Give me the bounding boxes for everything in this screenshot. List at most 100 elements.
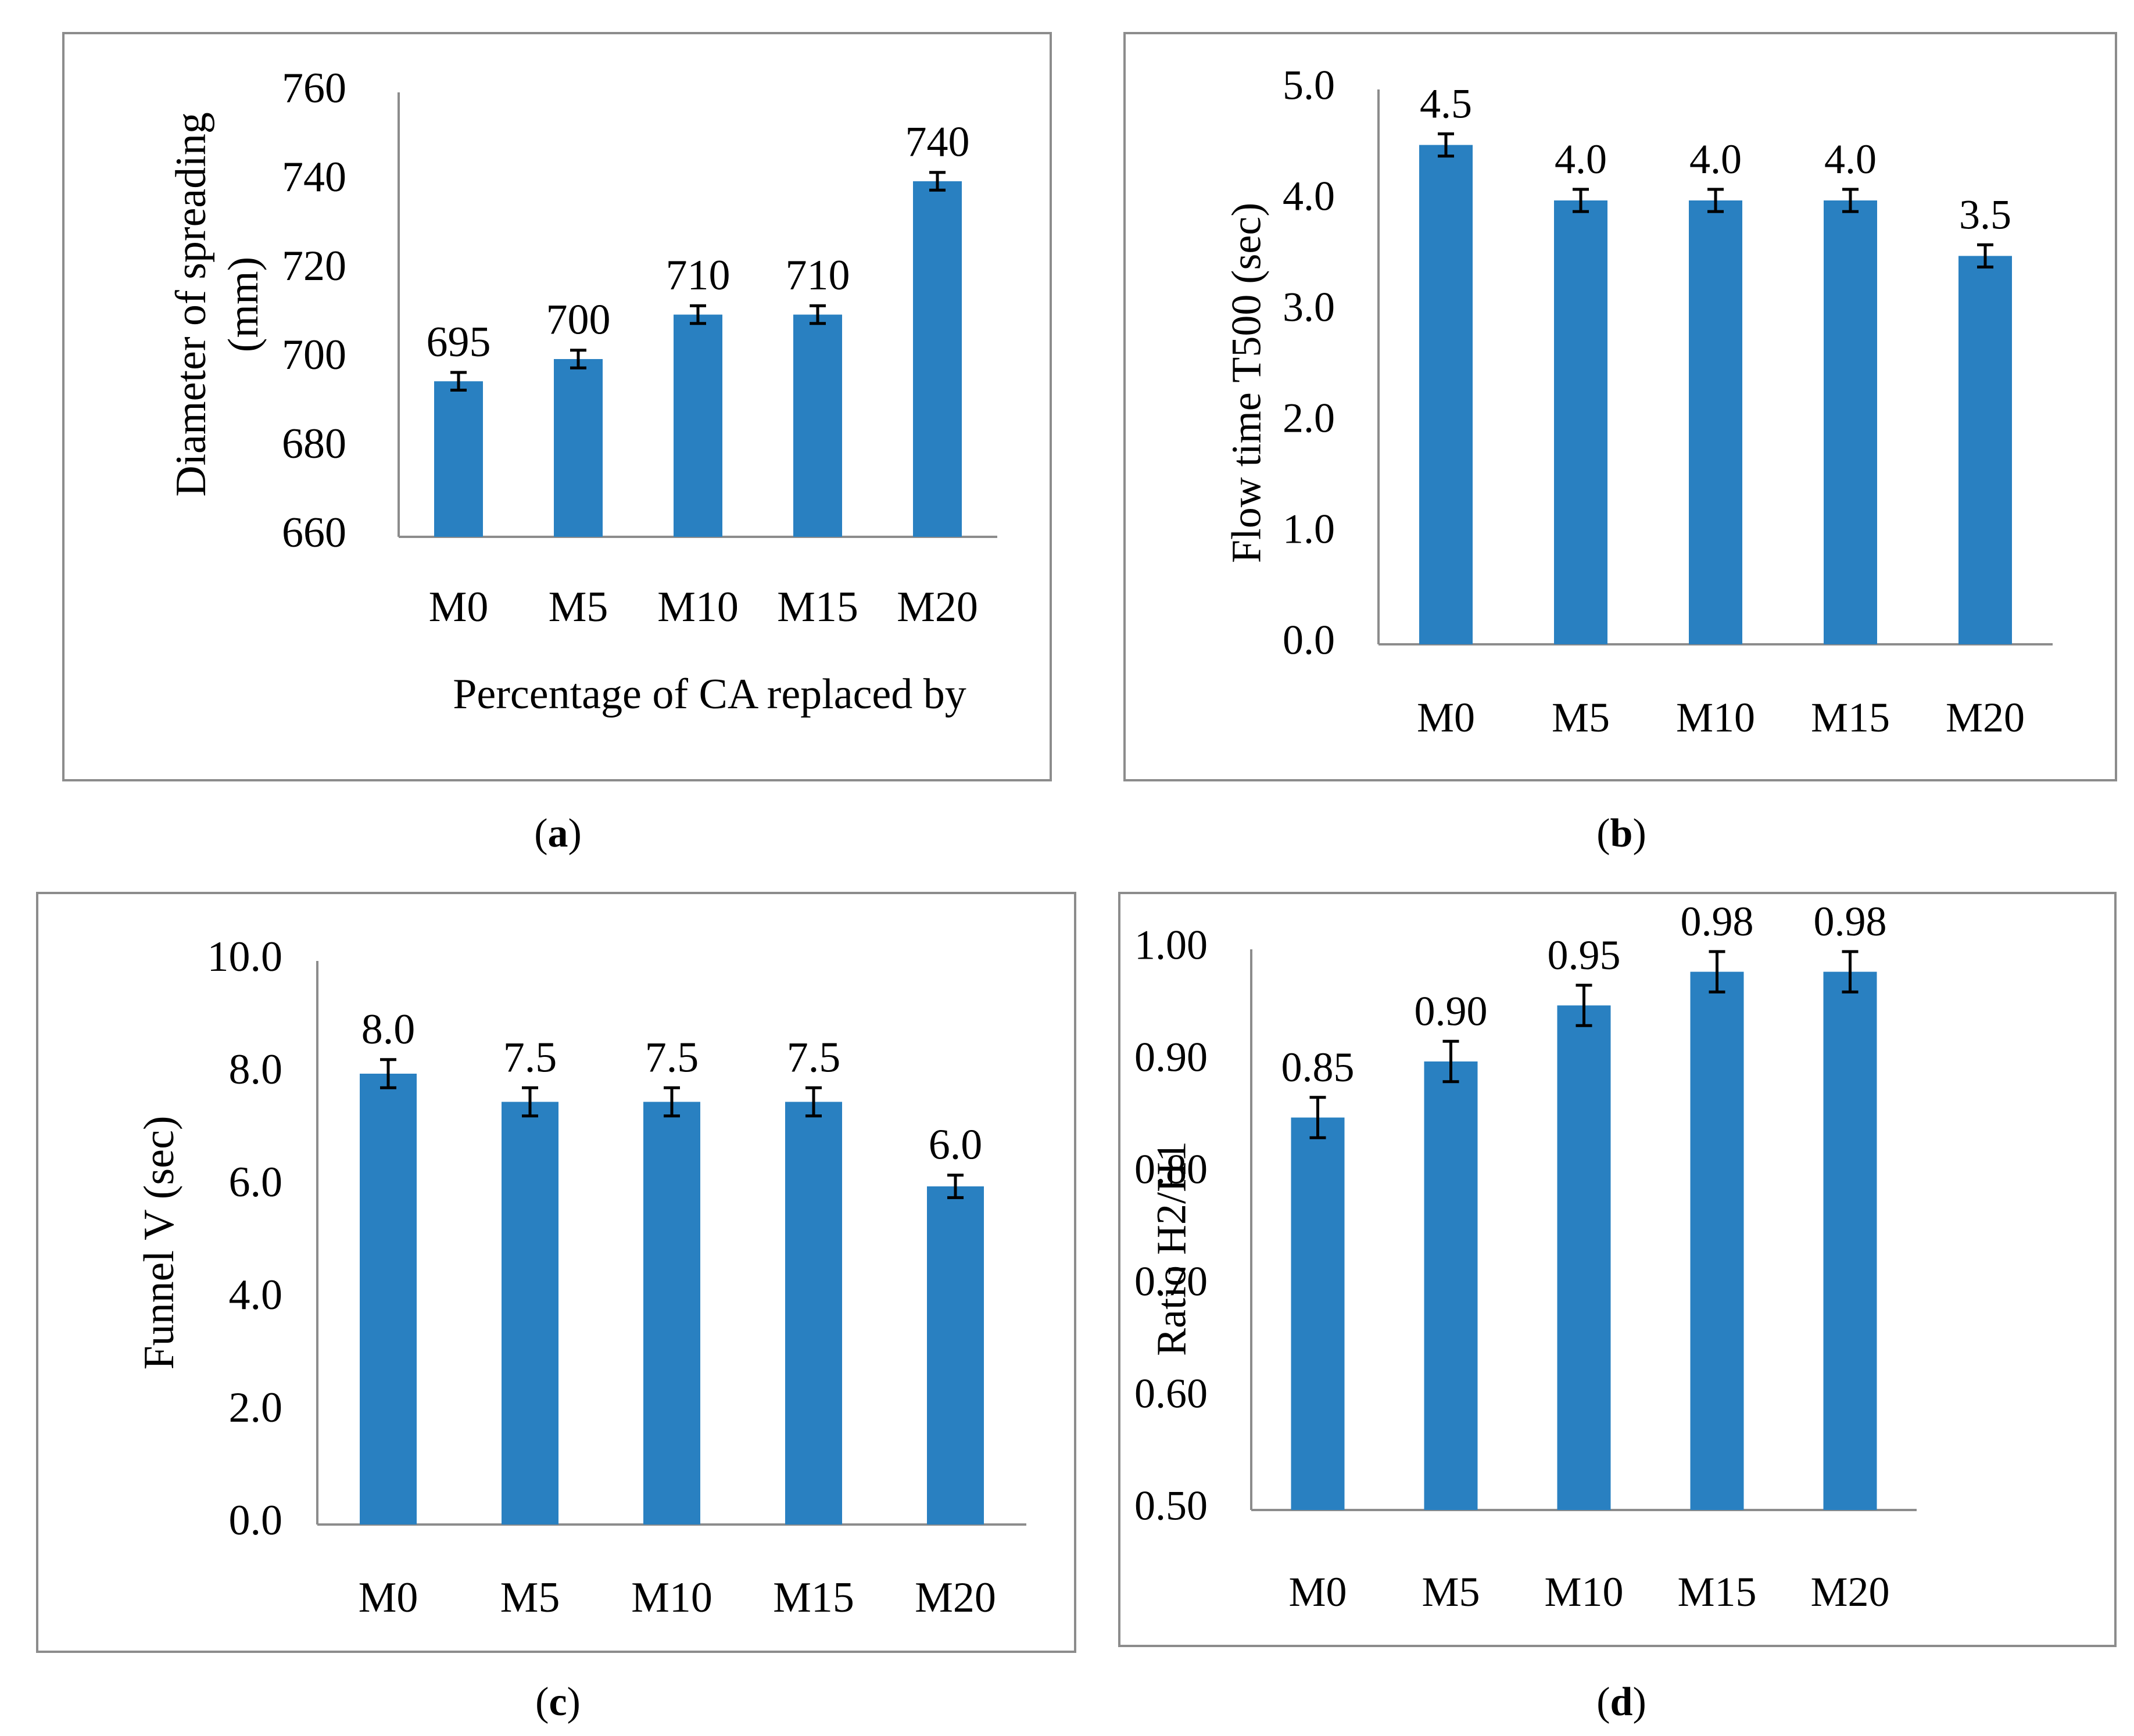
y-tick-label-b: 3.0 [1283,284,1335,331]
data-label-b: 4.0 [1824,136,1877,182]
caption-c: (c) [535,1680,581,1724]
category-label-c: M5 [500,1574,560,1622]
data-label-b: 4.0 [1555,136,1607,182]
y-tick-label-d: 0.50 [1134,1483,1208,1529]
data-label-a: 695 [427,318,491,366]
bar-a-m20 [913,181,962,537]
chart-b-svg: 0.0 1.0 2.0 3.0 4.0 5.0 4.5 M0 4.0 M5 4.0 M10 4.0 M15… [1223,62,2053,741]
data-label-c: 6.0 [929,1121,983,1169]
category-label-a: M15 [777,583,858,631]
y-tick-label-c: 6.0 [229,1158,283,1206]
data-label-c: 8.0 [361,1006,416,1053]
category-label-b: M0 [1417,694,1475,741]
y-tick-label-b: 2.0 [1283,395,1335,442]
y-tick-label-a: 720 [282,242,346,290]
y-tick-label-d: 0.90 [1134,1034,1208,1081]
data-label-d: 0.85 [1281,1044,1355,1091]
bar-b-m5 [1554,200,1607,644]
data-label-c: 7.5 [503,1034,557,1081]
y-tick-label-d: 1.00 [1134,922,1208,969]
chart-panel-d: 0.50 0.60 0.70 0.80 0.90 1.00 0.85 M0 0.90 M5 0.95… [1118,892,2117,1647]
category-label-a: M20 [897,583,978,631]
category-label-b: M20 [1946,694,2025,741]
caption-d: (d) [1596,1680,1646,1724]
data-label-a: 710 [786,252,850,299]
category-label-d: M5 [1422,1569,1480,1615]
data-label-a: 700 [546,296,611,344]
y-axis-label-a: Diameter of spreading [167,112,215,497]
bar-c-m20 [927,1186,984,1525]
category-label-b: M10 [1676,694,1755,741]
bar-a-m15 [793,314,842,537]
bar-d-m0 [1291,1117,1345,1510]
bar-b-m0 [1419,145,1473,644]
category-label-a: M0 [429,583,489,631]
bar-d-m20 [1823,971,1877,1510]
bar-d-m10 [1557,1005,1611,1510]
bar-a-m0 [434,381,483,537]
data-label-d: 0.95 [1548,932,1621,978]
y-tick-label-d: 0.80 [1134,1146,1208,1193]
y-tick-label-b: 5.0 [1283,62,1335,109]
bar-d-m5 [1424,1061,1478,1510]
chart-a-svg: 660 680 700 720 740 760 695 M0 700 M5 710 M10 710 M15… [167,64,997,718]
chart-d-svg: 0.50 0.60 0.70 0.80 0.90 1.00 0.85 M0 0.90 M5 0.95… [1134,898,1917,1615]
bar-d-m15 [1690,971,1744,1510]
y-axis-label-a: (mm) [220,257,267,352]
x-axis-label-a: Percentage of CA replaced by [453,670,966,718]
chart-panel-b: 0.0 1.0 2.0 3.0 4.0 5.0 4.5 M0 4.0 M5 4.0 M10 4.0 M15… [1123,32,2117,781]
bar-c-m15 [785,1102,842,1525]
y-tick-label-a: 760 [282,64,346,112]
bar-c-m0 [360,1074,417,1525]
chart-panel-c: 0.0 2.0 4.0 6.0 8.0 10.0 8.0 M0 7.5 M5 7.5 M10 7.5 M1… [36,892,1076,1653]
category-label-c: M10 [631,1574,712,1622]
y-tick-label-b: 4.0 [1283,173,1335,220]
chart-c-svg: 0.0 2.0 4.0 6.0 8.0 10.0 8.0 M0 7.5 M5 7.5 M10 7.5 M1… [135,933,1026,1622]
chart-panel-a: 660 680 700 720 740 760 695 M0 700 M5 710 M10 710 M15… [62,32,1052,781]
data-label-b: 4.0 [1689,136,1742,182]
category-label-d: M0 [1288,1569,1347,1615]
caption-b: (b) [1596,811,1646,856]
data-label-d: 0.98 [1681,898,1754,945]
category-label-a: M5 [549,583,608,631]
y-tick-label-d: 0.60 [1134,1371,1208,1417]
y-axis-label-d: Ratio H2/H1 [1148,1141,1195,1356]
bar-c-m10 [643,1102,700,1525]
category-label-d: M15 [1677,1569,1756,1615]
category-label-b: M15 [1811,694,1890,741]
data-label-b: 4.5 [1420,80,1472,127]
y-axis-label-c: Funnel V (sec) [135,1116,183,1369]
category-label-a: M10 [657,583,739,631]
data-label-d: 0.98 [1814,898,1887,945]
data-label-c: 7.5 [645,1034,699,1081]
category-label-c: M20 [915,1574,996,1622]
y-tick-label-a: 740 [282,153,346,201]
y-axis-label-b: Flow time T500 (sec) [1223,203,1270,564]
data-label-a: 740 [905,119,970,166]
y-tick-label-c: 8.0 [229,1046,283,1093]
data-label-c: 7.5 [787,1034,841,1081]
data-label-d: 0.90 [1415,988,1488,1034]
y-tick-label-a: 660 [282,509,346,557]
bar-a-m10 [674,314,722,537]
data-label-b: 3.5 [1959,191,2011,238]
y-tick-label-c: 10.0 [207,933,283,981]
y-tick-label-c: 0.0 [229,1497,283,1544]
y-tick-label-c: 2.0 [229,1384,283,1432]
bar-b-m15 [1824,200,1877,644]
y-tick-label-a: 680 [282,420,346,468]
category-label-d: M20 [1810,1569,1889,1615]
data-label-a: 710 [666,252,731,299]
caption-a: (a) [534,811,582,856]
category-label-c: M15 [773,1574,854,1622]
category-label-c: M0 [359,1574,418,1622]
category-label-b: M5 [1552,694,1610,741]
y-tick-label-c: 4.0 [229,1271,283,1319]
bar-c-m5 [502,1102,558,1525]
y-tick-label-b: 0.0 [1283,617,1335,663]
y-tick-label-d: 0.70 [1134,1258,1208,1305]
bar-b-m10 [1689,200,1742,644]
bar-a-m5 [554,359,603,537]
y-tick-label-a: 700 [282,331,346,379]
y-tick-label-b: 1.0 [1283,506,1335,553]
